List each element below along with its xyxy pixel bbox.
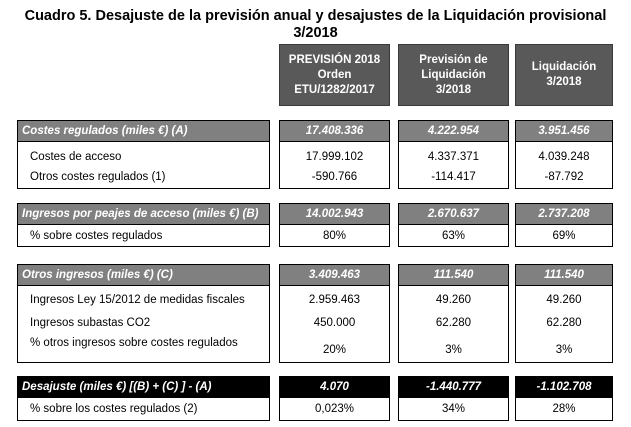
value-desajuste-col1: 4.070: [279, 376, 390, 398]
row-value: -590.766: [311, 171, 358, 183]
section-header-desajuste: Desajuste (miles €) [(B) + (C) ] - (A): [17, 376, 270, 398]
value-otros-ingresos-col1: 3.409.463: [279, 264, 390, 286]
section-body-box-col2: [398, 141, 509, 189]
row-value: 450.000: [313, 317, 356, 329]
value-desajuste-col3: -1.102.708: [515, 376, 613, 398]
row-value: 17.999.102: [305, 151, 364, 163]
section-body-label-box: [17, 224, 270, 247]
row-value: 0,023%: [314, 403, 354, 415]
section-body-box-col1: [279, 285, 390, 363]
section-body-box-col2: [398, 397, 509, 421]
value-ingresos-peajes-col1: 14.002.943: [279, 203, 390, 225]
row-value: 2.959.463: [308, 294, 361, 306]
row-value: -114.417: [431, 171, 476, 183]
row-value: 3%: [445, 344, 462, 356]
row-label-otros-costes: Otros costes regulados (1): [30, 171, 166, 183]
section-body-box-col1: [279, 397, 390, 421]
row-value: 20%: [322, 344, 347, 356]
row-value: 62.280: [546, 317, 582, 329]
row-label-pct-costes: % sobre costes regulados: [30, 230, 163, 242]
row-label-ley-15-2012: Ingresos Ley 15/2012 de medidas fiscales: [30, 294, 245, 306]
value-otros-ingresos-col3: 111.540: [515, 264, 613, 286]
row-label-pct-otros-ingresos: % otros ingresos sobre costes regulados: [30, 337, 238, 349]
title-line-1: Cuadro 5. Desajuste de la previsión anua…: [24, 8, 607, 24]
value-desajuste-col2: -1.440.777: [398, 376, 509, 398]
row-label-subastas-co2: Ingresos subastas CO2: [30, 317, 151, 329]
row-value: 80%: [322, 230, 347, 242]
row-value: 63%: [441, 230, 466, 242]
row-value: 49.260: [546, 294, 582, 306]
column-header-liquidacion: Liquidación 3/2018: [515, 44, 613, 106]
section-body-box-col1: [279, 224, 390, 247]
section-header-otros-ingresos: Otros ingresos (miles €) (C): [17, 264, 270, 286]
section-body-box-col3: [515, 397, 613, 421]
row-value: 34%: [441, 403, 466, 415]
value-ingresos-peajes-col3: 2.737.208: [515, 203, 613, 225]
column-header-prevision-2018: PREVISIÓN 2018 Orden ETU/1282/2017: [279, 44, 390, 106]
column-header-prevision-liquidacion: Previsión de Liquidación 3/2018: [398, 44, 509, 106]
section-body-label-box: [17, 397, 270, 421]
row-value: 69%: [552, 230, 576, 242]
row-label-costes-acceso: Costes de acceso: [30, 151, 122, 163]
section-body-label-box: [17, 285, 270, 363]
row-value: 49.260: [435, 294, 472, 306]
row-value: 4.337.371: [427, 151, 480, 163]
row-value: 28%: [552, 403, 576, 415]
table-title: Cuadro 5. Desajuste de la previsión anua…: [0, 8, 631, 42]
section-header-ingresos-peajes: Ingresos por peajes de acceso (miles €) …: [17, 203, 270, 225]
section-body-box-col1: [279, 141, 390, 189]
value-costes-regulados-col2: 4.222.954: [398, 120, 509, 142]
row-label-pct-desajuste: % sobre los costes regulados (2): [30, 403, 198, 415]
row-value: -87.792: [544, 171, 584, 183]
section-body-box-col3: [515, 141, 613, 189]
section-body-label-box: [17, 141, 270, 189]
value-ingresos-peajes-col2: 2.670.637: [398, 203, 509, 225]
row-value: 4.039.248: [538, 151, 590, 163]
section-body-box-col3: [515, 285, 613, 363]
section-body-box-col2: [398, 285, 509, 363]
value-otros-ingresos-col2: 111.540: [398, 264, 509, 286]
section-body-box-col2: [398, 224, 509, 247]
row-value: 62.280: [435, 317, 472, 329]
row-value: 3%: [555, 344, 573, 356]
title-line-2: 3/2018: [293, 25, 338, 41]
value-costes-regulados-col1: 17.408.336: [279, 120, 390, 142]
section-header-costes-regulados: Costes regulados (miles €) (A): [17, 120, 270, 142]
section-body-box-col3: [515, 224, 613, 247]
value-costes-regulados-col3: 3.951.456: [515, 120, 613, 142]
